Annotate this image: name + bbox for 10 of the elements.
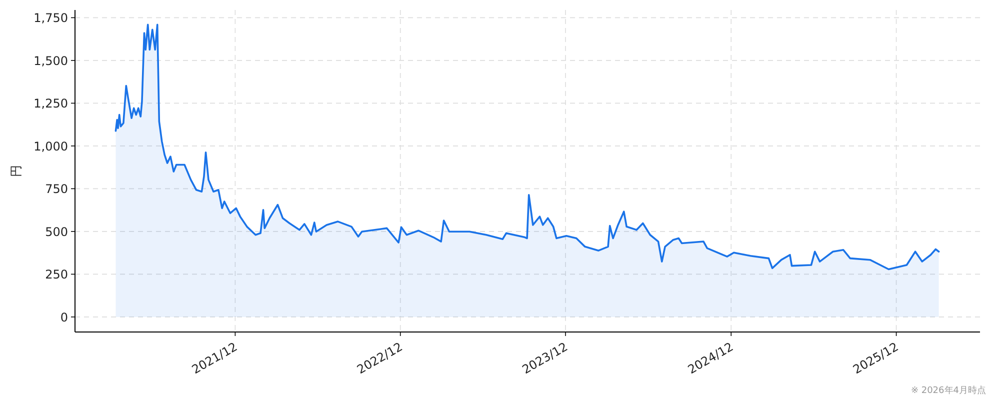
y-tick-label: 500 <box>45 224 68 239</box>
text: ※ 2026年4月時点 <box>910 385 986 396</box>
y-tick-label: 1,500 <box>34 54 68 68</box>
y-tick-label: 0 <box>60 310 68 324</box>
y-tick-label: 1,750 <box>34 11 68 26</box>
y-axis-title: 円 <box>9 165 23 177</box>
y-tick-label: 750 <box>45 182 68 196</box>
y-tick-label: 250 <box>45 268 68 282</box>
y-tick-label: 1,250 <box>34 96 68 111</box>
y-tick-label: 1,000 <box>34 139 68 154</box>
